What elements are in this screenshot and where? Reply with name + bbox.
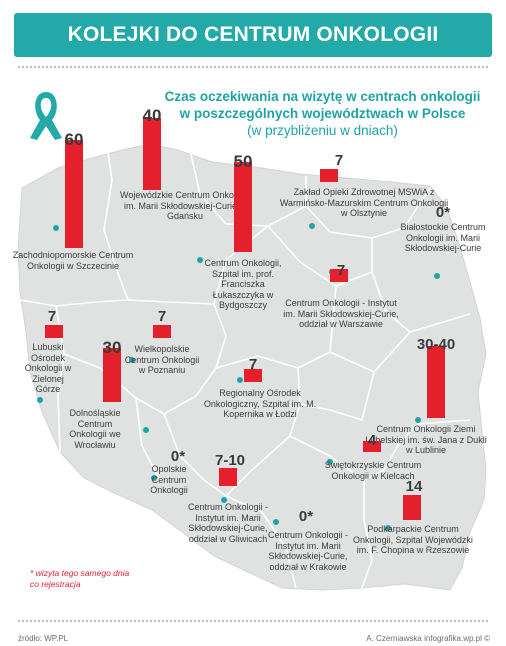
wait-time-value: 0* <box>435 204 451 221</box>
wait-time-bar <box>363 441 381 452</box>
credit-text: A. Czerniawska infografika.wp.pl © <box>366 634 490 643</box>
wait-time-value: 40 <box>142 106 162 125</box>
wait-time-value: 7 <box>334 152 344 169</box>
center-location-dot <box>309 223 315 229</box>
wait-time-value: 7 <box>157 308 167 325</box>
voivodeship-borders <box>19 149 471 589</box>
wait-time-value: 7-10 <box>214 452 246 469</box>
center-location-dot <box>129 357 135 363</box>
wait-time-value: 7 <box>248 356 258 373</box>
center-name-label: Zachodniopomorskie Centrum Onkologii w S… <box>12 250 134 271</box>
awareness-ribbon-icon <box>30 92 62 140</box>
wait-time-value: 50 <box>233 152 253 171</box>
top-dotted-divider <box>18 66 488 68</box>
wait-time-bar <box>403 494 421 520</box>
center-location-dot <box>415 417 421 423</box>
wait-time-bar <box>330 269 348 282</box>
center-location-dot <box>237 377 243 383</box>
center-name-label: Podkarpackie Centrum Onkologii, Szpital … <box>353 524 473 555</box>
wait-time-value: 60 <box>64 130 84 149</box>
wait-time-bar <box>427 346 445 418</box>
chart-heading: Czas oczekiwania na wizytę w centrach on… <box>150 88 495 139</box>
center-location-dot <box>53 225 59 231</box>
wait-time-bar <box>153 325 171 338</box>
wait-time-bar <box>103 348 121 402</box>
center-name-label: Regionalny Ośrodek Onkologiczny, Szpital… <box>203 388 317 419</box>
center-location-dot <box>273 519 279 525</box>
center-location-dot <box>221 497 227 503</box>
center-name-label: Zakład Opieki Zdrowotnej MSWiA z Warmińs… <box>279 187 449 218</box>
heading-line-1: Czas oczekiwania na wizytę w centrach on… <box>164 89 481 104</box>
center-name-label: Centrum Onkologii - Instytut im. Marii S… <box>267 530 349 572</box>
wait-time-bar <box>45 325 63 338</box>
center-name-label: Dolnośląskie Centrum Onkologii we Wrocła… <box>69 408 121 450</box>
center-name-label: Centrum Onkologii - Instytut im. Marii S… <box>187 502 269 544</box>
center-name-label: Białostockie Centrum Onkologii im. Marii… <box>400 222 486 253</box>
wait-time-bar <box>320 169 338 182</box>
wait-time-value: 4 <box>367 432 377 449</box>
wait-time-value: 30 <box>102 338 122 357</box>
wait-time-bar <box>143 118 161 190</box>
center-location-dot <box>434 273 440 279</box>
wait-time-bar <box>244 369 262 382</box>
center-name-label: Centrum Onkologii, Szpital im. prof. Fra… <box>204 258 282 310</box>
center-location-dot <box>385 525 391 531</box>
source-text: źródło: WP.PL <box>18 634 69 643</box>
wait-time-bar <box>65 140 83 248</box>
center-name-label: Centrum Onkologii Ziemi Lubelskiej im. ś… <box>365 424 487 455</box>
title-banner: KOLEJKI DO CENTRUM ONKOLOGII <box>14 13 492 57</box>
wait-time-bar <box>219 468 237 486</box>
center-name-label: Wielkopolskie Centrum Onkologii w Poznan… <box>124 344 200 375</box>
heading-line-2: w poszczególnych województwach w Polsce <box>179 106 466 121</box>
wait-time-value: 30-40 <box>416 336 456 353</box>
center-name-label: Opolskie Centrum Onkologii <box>150 464 188 495</box>
center-location-dot <box>327 459 333 465</box>
center-name-label: Wojewódzkie Centrum Onkologii im. Marii … <box>120 190 250 221</box>
center-location-dot <box>143 427 149 433</box>
wait-time-value: 7 <box>336 262 346 279</box>
center-location-dot <box>197 257 203 263</box>
center-name-label: Świętokrzyskie Centrum Onkologii w Kielc… <box>324 460 422 481</box>
wait-time-value: 0* <box>170 448 186 465</box>
center-name-label: Lubuski Ośrodek Onkologii w Zielonej Gór… <box>24 342 72 394</box>
center-location-dot <box>37 397 43 403</box>
center-name-label: Centrum Onkologii - Instytut im. Marii S… <box>283 298 399 329</box>
wait-time-value: 14 <box>405 478 423 495</box>
footnote: * wizyta tego samego dnia co rejestracja <box>30 568 130 589</box>
wait-time-value: 7 <box>47 308 57 325</box>
center-location-dot <box>151 475 157 481</box>
heading-line-3: (w przybliżeniu w dniach) <box>247 123 398 138</box>
wait-time-value: 0* <box>298 508 314 525</box>
page-title: KOLEJKI DO CENTRUM ONKOLOGII <box>67 23 439 46</box>
wait-time-bar <box>234 162 252 252</box>
bottom-dotted-divider <box>18 620 488 622</box>
